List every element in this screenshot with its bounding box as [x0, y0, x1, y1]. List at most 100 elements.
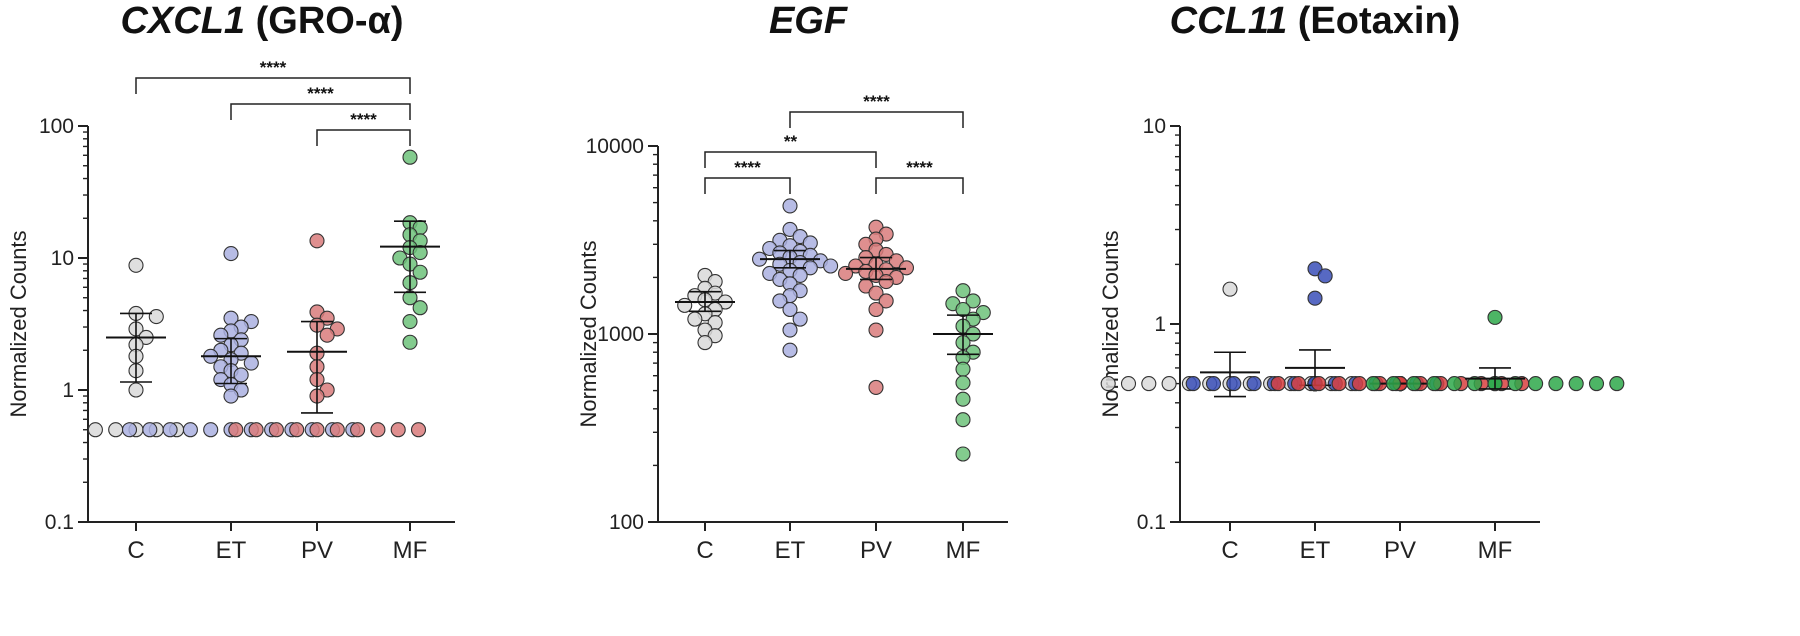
panel2-point-mf — [955, 283, 971, 299]
panel1-point-pv — [329, 422, 345, 438]
panel3-point-c — [1141, 376, 1157, 392]
panel3-point-c — [1120, 376, 1137, 392]
panel2-title-gene: EGF — [769, 0, 849, 42]
panel2-category-label-et: ET — [775, 537, 806, 564]
panel2-point-pv — [868, 285, 884, 301]
panel2-point-pv — [868, 322, 884, 338]
panel1-point-pv — [289, 422, 305, 438]
panel3-point-pv — [1311, 376, 1327, 392]
panel3-y-tick-label: 0.1 — [1137, 511, 1166, 534]
panel1-point-pv — [410, 422, 427, 438]
panel3-category-label-pv: PV — [1384, 537, 1416, 564]
panel2-point-pv — [837, 265, 854, 281]
panel3-point-et — [1185, 376, 1201, 392]
panel1-category-label-c: C — [127, 537, 144, 564]
panel1-title-gene: CXCL1 — [120, 0, 245, 42]
panel2-point-pv — [878, 274, 894, 290]
panel3-point-et — [1246, 376, 1262, 392]
panel1-y-tick-label: 1 — [62, 379, 74, 402]
panel3-point-mf — [1406, 376, 1422, 392]
panel1-point-pv — [268, 422, 284, 438]
panel2-category-label-mf: MF — [946, 537, 981, 564]
panel2-point-c — [687, 311, 703, 327]
panel1-title-protein: (GRO-α) — [245, 0, 403, 42]
panel3-point-mf — [1467, 376, 1483, 392]
panel1-point-pv — [248, 422, 264, 438]
panel1-point-et — [142, 422, 158, 438]
panel2-point-et — [782, 322, 798, 338]
panel3-point-et — [1205, 376, 1222, 392]
panel2-significance-label: **** — [906, 158, 933, 177]
panel3-point-mf — [1507, 376, 1523, 392]
panel3-point-mf — [1568, 376, 1584, 392]
panel3-point-c — [1100, 376, 1116, 392]
panel1-significance-bracket — [230, 103, 411, 120]
panel1-significance-label: **** — [260, 58, 287, 77]
panel1-point-et — [243, 355, 259, 371]
panel1-point-mf — [412, 264, 428, 280]
panel2-significance-bracket — [704, 151, 877, 168]
panel2-category-label-pv: PV — [860, 537, 892, 564]
panel2-y-tick-label: 100 — [609, 511, 644, 534]
panel1-point-et — [223, 388, 239, 404]
panel2-y-tick-label: 10000 — [586, 135, 644, 158]
panel3-point-pv — [1331, 376, 1347, 392]
panel3-point-mf — [1426, 376, 1442, 392]
panel3-category-label-c: C — [1221, 537, 1238, 564]
panel1-point-et — [182, 422, 198, 438]
panel1-y-tick-label: 10 — [51, 247, 74, 270]
panel3-point-pv — [1270, 376, 1286, 392]
panel2-point-et — [782, 301, 798, 318]
panel3-title-protein: (Eotaxin) — [1287, 0, 1460, 42]
panel2-significance-bracket — [875, 177, 964, 194]
panel3-point-et — [1226, 376, 1242, 392]
panel3-y-tick-label: 1 — [1154, 313, 1166, 336]
panel1-significance-label: **** — [350, 110, 377, 129]
panel1-point-mf — [412, 300, 428, 316]
panel1-point-c — [108, 422, 124, 438]
panel3-point-c — [1161, 376, 1177, 392]
panel1-point-c — [148, 309, 164, 325]
panel1-point-pv — [228, 422, 244, 438]
panel3-title: CCL11 (Eotaxin) — [1170, 0, 1461, 42]
panel2-point-pv — [868, 379, 884, 395]
panel1-y-tick-label: 0.1 — [45, 511, 74, 534]
panel3-title-gene: CCL11 — [1170, 0, 1288, 42]
panel1-point-pv — [370, 422, 386, 438]
panel1-point-c — [128, 382, 144, 398]
panel3-point-et — [1317, 268, 1333, 284]
panel1-point-mf — [402, 314, 418, 330]
panel1-point-et — [162, 422, 178, 438]
panel1-point-pv — [309, 233, 325, 249]
panel1-point-et — [233, 367, 249, 383]
panel3-point-pv — [1351, 376, 1367, 392]
panel3-category-label-mf: MF — [1478, 537, 1513, 564]
panel1-point-mf — [412, 244, 428, 261]
panel2-point-et — [782, 342, 798, 358]
panel2-category-label-c: C — [696, 537, 713, 564]
panel2-point-c — [677, 297, 693, 313]
panel2-point-pv — [898, 260, 915, 276]
panel2-point-et — [792, 311, 808, 327]
panel1-point-pv — [309, 422, 325, 438]
panel2-point-mf — [955, 361, 971, 377]
panel3-point-c — [1222, 281, 1238, 297]
panel2-point-mf — [955, 412, 971, 428]
panel1-y-axis-title: Normalized Counts — [6, 230, 31, 417]
panel2-point-mf — [955, 446, 971, 462]
panel3-point-mf — [1609, 376, 1625, 392]
panel1-significance-label: **** — [307, 84, 334, 103]
panel3-point-mf — [1528, 376, 1544, 392]
panel2-point-et — [782, 221, 798, 237]
panel3-point-mf — [1548, 376, 1564, 392]
panel1-category-label-et: ET — [216, 537, 247, 564]
panel2-point-et — [823, 258, 839, 274]
panel1-significance-bracket — [135, 77, 411, 94]
panel2-point-pv — [878, 293, 894, 309]
panel2-point-c — [697, 335, 713, 351]
panel3-point-mf — [1487, 309, 1503, 325]
panel3-point-et — [1307, 290, 1323, 306]
panel2-y-tick-label: 1000 — [597, 323, 644, 346]
